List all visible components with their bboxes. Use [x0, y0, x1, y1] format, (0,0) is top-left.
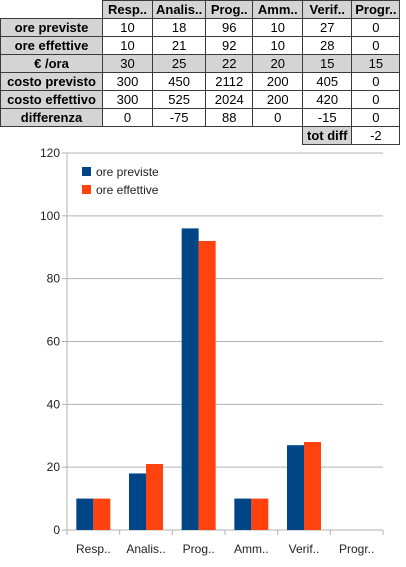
table-cell[interactable]: 10	[252, 36, 304, 55]
column-header[interactable]: Amm..	[252, 0, 304, 19]
legend-swatch	[82, 167, 91, 176]
bar-0	[181, 228, 199, 530]
total-row: tot diff -2	[1, 126, 401, 145]
x-tick-label: Verif..	[289, 542, 320, 556]
x-tick-label: Progr..	[339, 542, 374, 556]
table-cell[interactable]: 200	[252, 90, 304, 109]
table-cell[interactable]: 30	[102, 54, 153, 73]
table-cell[interactable]: 92	[205, 36, 254, 55]
legend-label: ore effettive	[96, 183, 159, 197]
bar-chart[interactable]: 0 20 40 60 80 100 120 Resp.. Analis.. Prog.. Amm..…	[0, 147, 406, 567]
x-tick-label: Resp..	[76, 542, 111, 556]
table-cell[interactable]: 0	[351, 18, 401, 37]
x-tick-label: Analis..	[126, 542, 165, 556]
column-header[interactable]: Progr..	[351, 0, 401, 19]
table-cell[interactable]: 18	[151, 18, 207, 37]
bar-0	[129, 473, 146, 530]
row-label[interactable]: ore previste	[0, 18, 103, 37]
bar-1	[251, 498, 269, 530]
row-label[interactable]: ore effettive	[0, 36, 103, 55]
column-header[interactable]: Analis..	[151, 0, 207, 19]
y-tick-label: 100	[40, 209, 60, 223]
y-tick-label: 80	[47, 272, 61, 286]
y-tick-label: 40	[47, 397, 61, 411]
table-cell[interactable]: 25	[151, 54, 207, 73]
table-row: € /ora 30 25 22 20 15 15	[0, 54, 401, 73]
table-cell[interactable]: 28	[302, 36, 353, 55]
table-cell[interactable]: 21	[151, 36, 207, 55]
table-cell[interactable]: -15	[302, 108, 353, 127]
column-header[interactable]: Verif..	[302, 0, 353, 19]
table-cell[interactable]: 300	[102, 72, 153, 91]
table-cell[interactable]: -75	[151, 108, 207, 127]
table-cell[interactable]: 0	[351, 108, 401, 127]
table-cell[interactable]: 2024	[205, 90, 254, 109]
table-cell[interactable]: 22	[205, 54, 254, 73]
table-cell[interactable]: 27	[302, 18, 353, 37]
table-cell[interactable]: 405	[302, 72, 353, 91]
table-row: ore effettive 10 21 92 10 28 0	[0, 36, 401, 55]
table-cell[interactable]: 10	[252, 18, 304, 37]
table-row: differenza 0 -75 88 0 -15 0	[0, 108, 401, 127]
legend-label: ore previste	[96, 165, 159, 179]
table-cell[interactable]: 420	[302, 90, 353, 109]
y-tick-label: 0	[53, 523, 60, 537]
y-tick-label: 60	[47, 335, 61, 349]
table-cell[interactable]: 0	[102, 108, 153, 127]
table-cell[interactable]: 20	[252, 54, 304, 73]
chart-canvas: 0 20 40 60 80 100 120 Resp.. Analis.. Prog.. Amm..…	[40, 147, 384, 556]
table-cell[interactable]: 88	[205, 108, 254, 127]
table-row: costo effettivo 300 525 2024 200 420 0	[0, 90, 401, 109]
x-tick-label: Amm..	[234, 542, 269, 556]
tot-diff-value[interactable]: -2	[351, 126, 401, 145]
table-cell[interactable]: 0	[351, 90, 401, 109]
table-cell[interactable]: 15	[351, 54, 401, 73]
row-label[interactable]: costo effettivo	[0, 90, 103, 109]
bar-0	[234, 498, 252, 530]
spreadsheet: Resp.. Analis.. Prog.. Amm.. Verif.. Pro…	[0, 0, 406, 147]
legend-swatch	[82, 185, 91, 194]
table-cell[interactable]: 15	[302, 54, 353, 73]
table-cell[interactable]: 96	[205, 18, 254, 37]
corner-cell	[1, 1, 103, 19]
table-cell[interactable]: 0	[252, 108, 304, 127]
bar-1	[198, 240, 216, 530]
table-cell[interactable]: 300	[102, 90, 153, 109]
data-table: Resp.. Analis.. Prog.. Amm.. Verif.. Pro…	[0, 0, 401, 145]
table-cell[interactable]: 10	[102, 18, 153, 37]
row-label[interactable]: € /ora	[0, 54, 103, 73]
y-tick-label: 20	[47, 460, 61, 474]
column-header[interactable]: Resp..	[102, 0, 153, 19]
bar-1	[146, 464, 163, 530]
column-header[interactable]: Prog..	[205, 0, 254, 19]
table-row: ore previste 10 18 96 10 27 0	[0, 18, 401, 37]
header-row: Resp.. Analis.. Prog.. Amm.. Verif.. Pro…	[1, 0, 401, 19]
row-label[interactable]: costo previsto	[0, 72, 103, 91]
table-cell[interactable]: 0	[351, 36, 401, 55]
table-cell[interactable]: 0	[351, 72, 401, 91]
table-cell[interactable]: 2112	[205, 72, 254, 91]
table-cell[interactable]: 200	[252, 72, 304, 91]
table-cell[interactable]: 450	[151, 72, 207, 91]
x-tick-label: Prog..	[183, 542, 215, 556]
bar-1	[93, 498, 111, 530]
y-tick-label: 120	[40, 147, 60, 160]
tot-diff-label[interactable]: tot diff	[302, 126, 353, 145]
bar-1	[304, 442, 321, 530]
bar-0	[76, 498, 94, 530]
bar-0	[287, 445, 304, 530]
row-label[interactable]: differenza	[0, 108, 103, 127]
table-cell[interactable]: 525	[151, 90, 207, 109]
table-row: costo previsto 300 450 2112 200 405 0	[0, 72, 401, 91]
table-cell[interactable]: 10	[102, 36, 153, 55]
